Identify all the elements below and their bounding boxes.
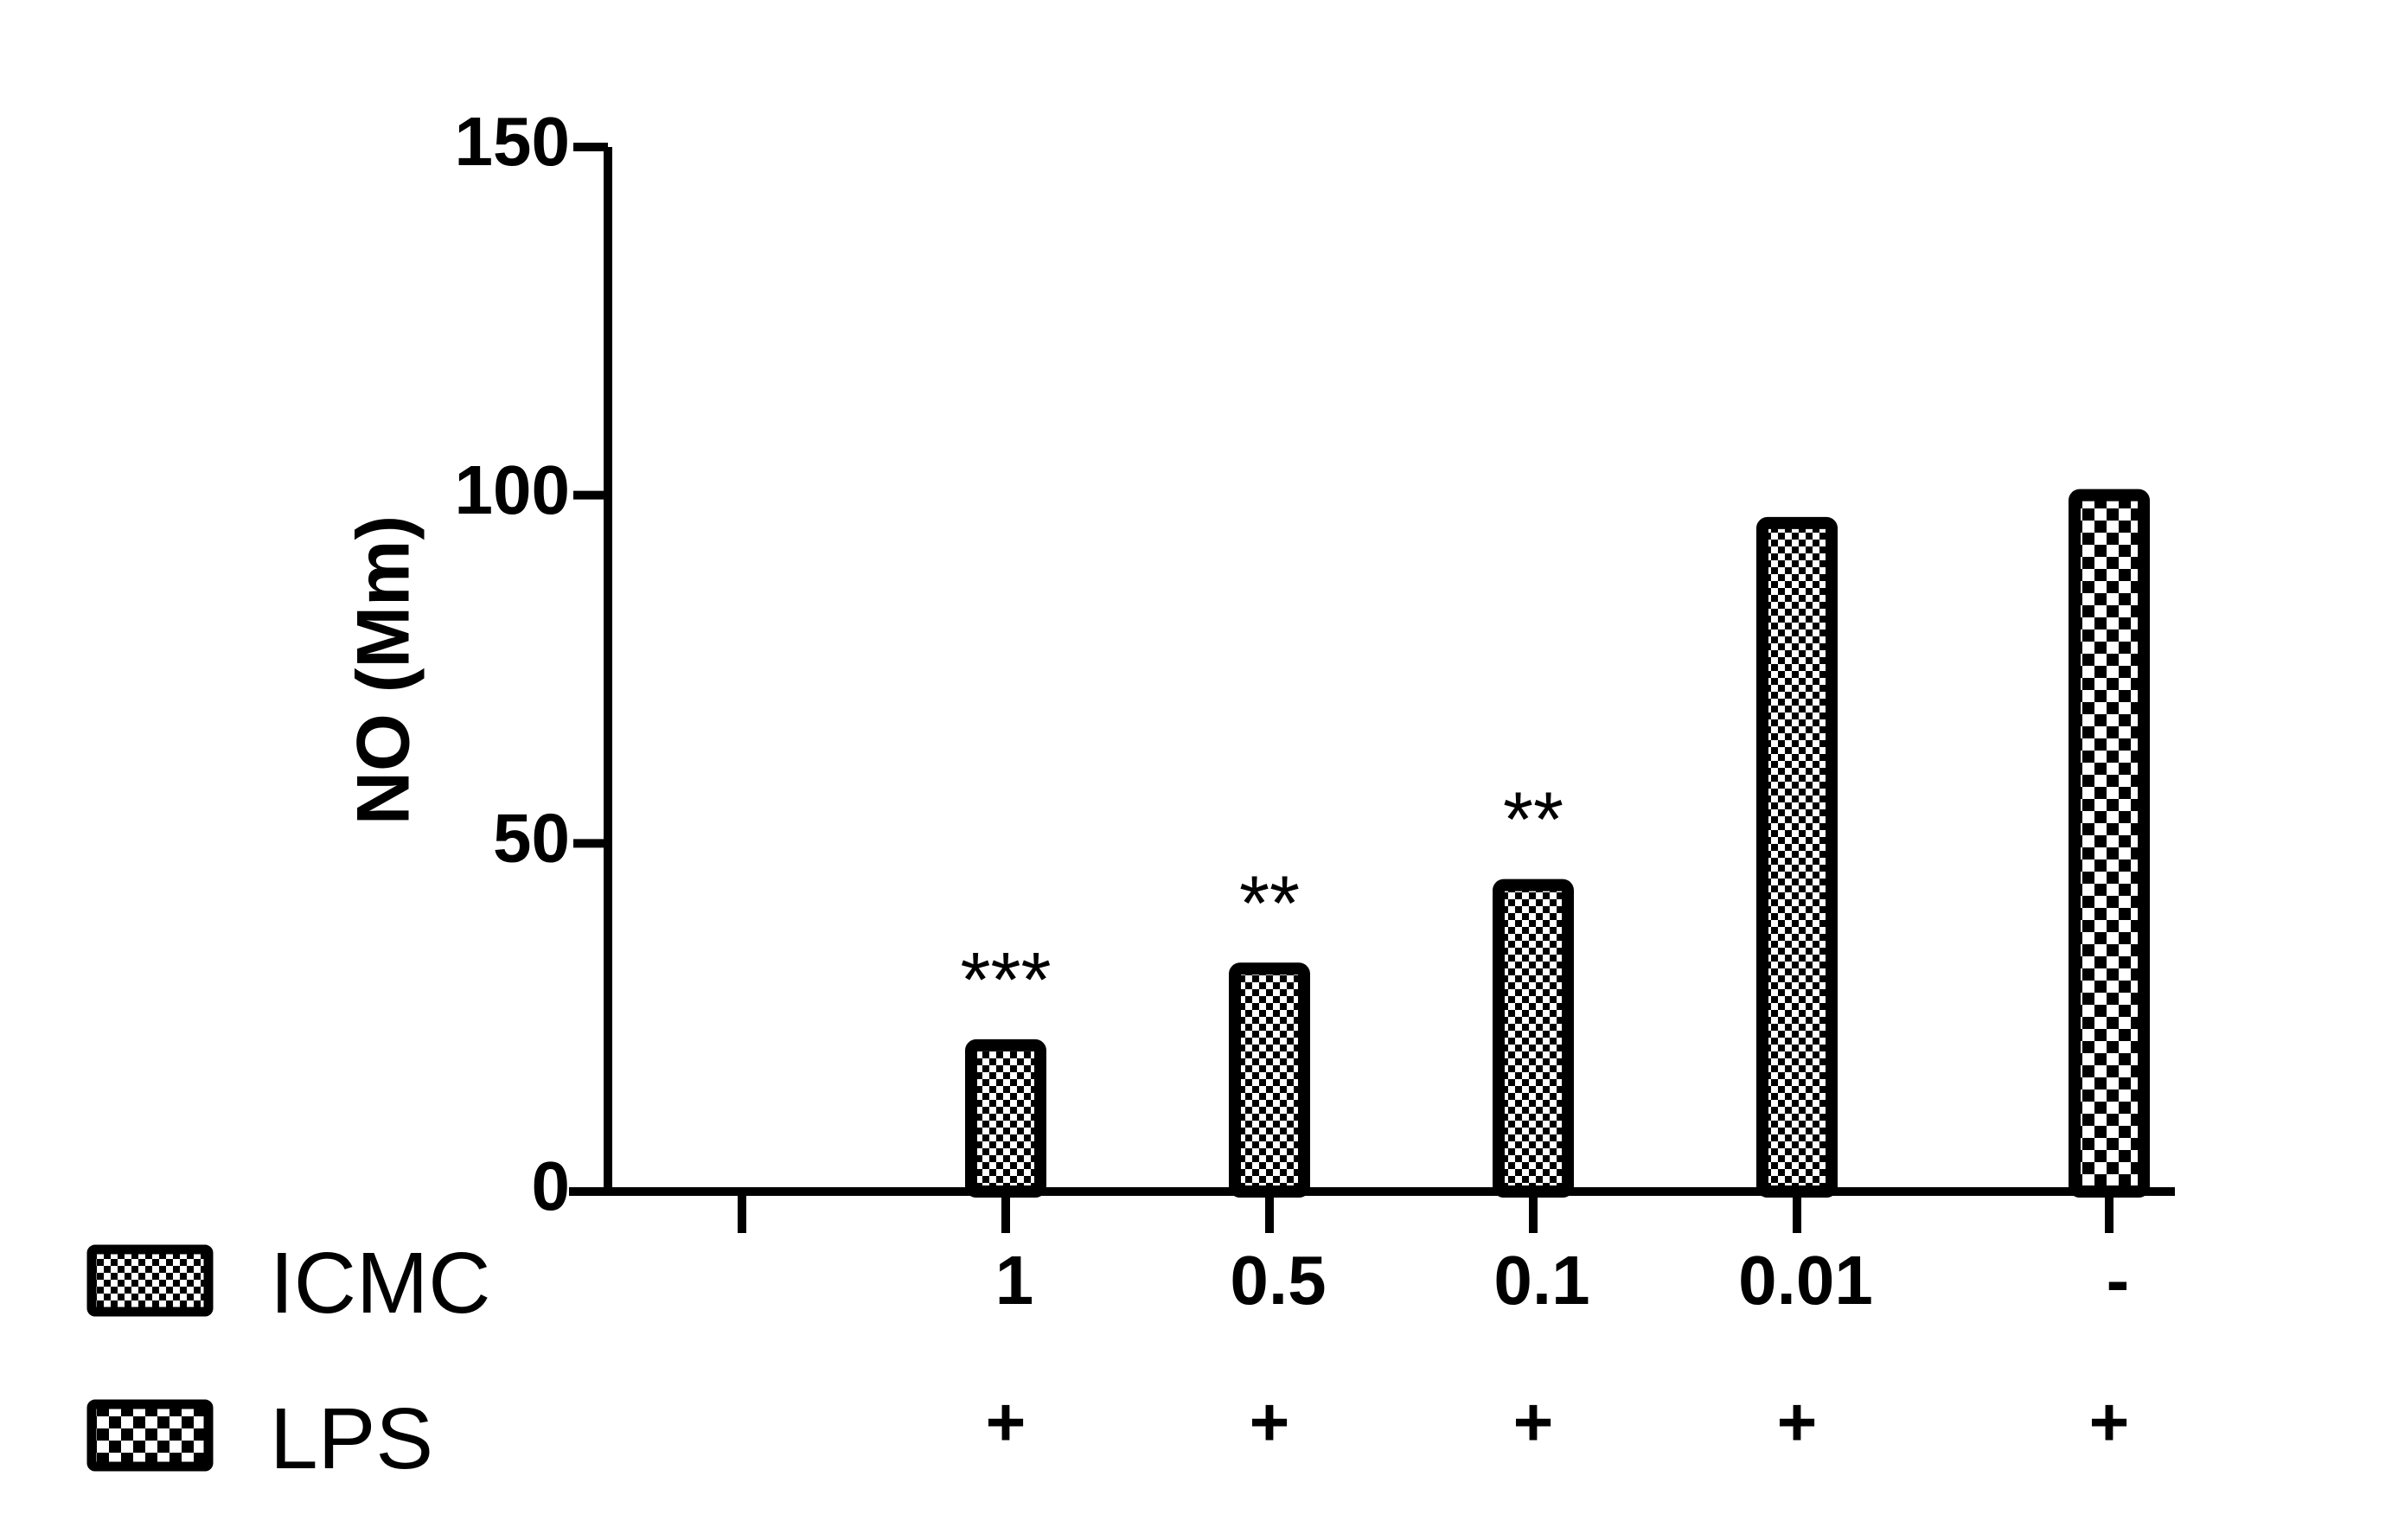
legend-swatch-lps <box>86 1399 214 1472</box>
bar-- <box>2069 489 2150 1198</box>
y-tick-label: 150 <box>455 103 570 180</box>
lps-row-label: + <box>1777 1383 1818 1460</box>
y-tick-label: 50 <box>493 799 570 876</box>
legend-label-icmc: ICMC <box>270 1235 491 1332</box>
legend-swatch-icmc <box>86 1244 214 1317</box>
category-label: 1 <box>995 1242 1034 1319</box>
legend-label-lps: LPS <box>270 1390 433 1487</box>
lps-row-label: + <box>986 1383 1026 1460</box>
category-labels: 1 0.5 0.1 0.01 - <box>995 1242 2130 1319</box>
lps-row-labels: + + + + + <box>986 1383 2130 1460</box>
bar-0.1 <box>1493 879 1574 1198</box>
lps-row-label: + <box>1513 1383 1554 1460</box>
category-label: 0.01 <box>1738 1242 1873 1319</box>
bar-1 <box>965 1038 1046 1198</box>
significance-marker: *** <box>960 937 1051 1024</box>
bar-0.5 <box>1229 962 1310 1198</box>
legend: ICMC LPS <box>86 1235 491 1487</box>
y-tick-label: 100 <box>455 451 570 528</box>
lps-row-label: + <box>2089 1383 2130 1460</box>
category-label: 0.1 <box>1493 1242 1589 1319</box>
significance-marker: ** <box>1239 860 1300 947</box>
y-axis-ticks: 0 50 100 150 <box>455 103 608 1224</box>
y-tick-label: 0 <box>532 1147 571 1224</box>
bars-group <box>965 489 2150 1198</box>
x-axis-ticks <box>738 1192 2113 1233</box>
category-label: - <box>2107 1242 2130 1319</box>
y-axis-title: NO (Mm) <box>342 515 425 825</box>
significance-marker: ** <box>1503 777 1563 864</box>
bar-0.01 <box>1756 516 1838 1198</box>
lps-row-label: + <box>1250 1383 1290 1460</box>
significance-group: ******* <box>960 777 1563 1024</box>
category-label: 0.5 <box>1230 1242 1326 1319</box>
